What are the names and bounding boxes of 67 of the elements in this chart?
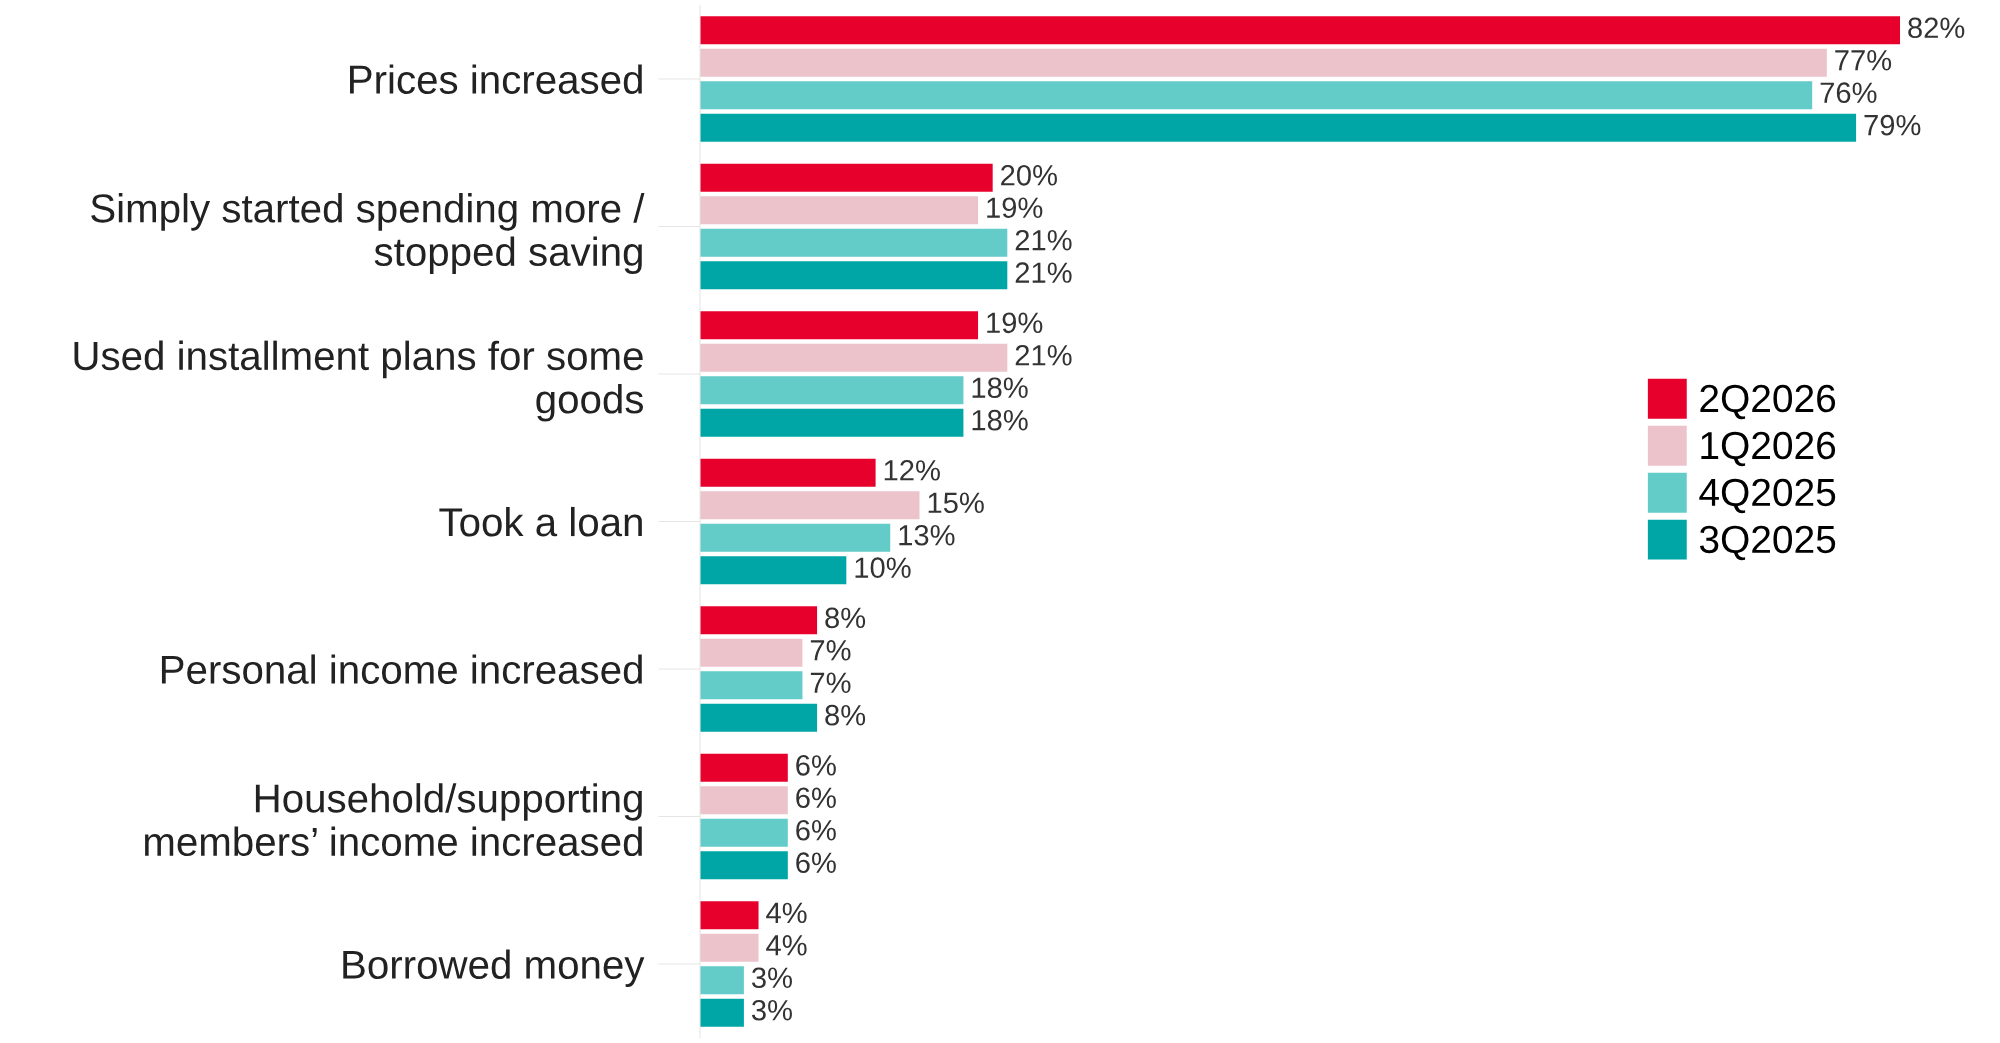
bar <box>700 16 1900 45</box>
y-tick-label: Used installment plans for some goods <box>74 340 643 422</box>
y-tick-label: Took a loan <box>439 506 642 537</box>
data-label: 6% <box>796 852 836 874</box>
data-label: 79% <box>1864 114 1921 136</box>
bar <box>700 933 759 962</box>
bar <box>700 786 788 815</box>
data-label: 15% <box>928 492 984 514</box>
bar <box>700 113 1857 142</box>
data-label: 13% <box>899 524 955 546</box>
bar <box>700 261 1008 290</box>
bar <box>700 851 788 880</box>
bar <box>700 998 744 1027</box>
bar <box>700 376 964 405</box>
data-label: 6% <box>796 755 836 776</box>
y-tick-label: Prices increased <box>350 64 642 94</box>
bar <box>700 163 993 192</box>
data-label: 4% <box>766 935 807 956</box>
bar <box>700 753 788 782</box>
data-label: 19% <box>987 312 1043 334</box>
y-tick-label: Simply started spending more / stopped saving <box>91 193 645 275</box>
bar <box>700 556 847 585</box>
bar <box>700 523 891 552</box>
bar <box>700 311 979 340</box>
bar <box>700 228 1008 257</box>
data-label: 3% <box>751 967 792 989</box>
bar <box>700 408 964 437</box>
data-label: 12% <box>884 460 940 481</box>
data-label: 6% <box>796 819 836 841</box>
data-label: 77% <box>1835 50 1892 71</box>
data-label: 8% <box>825 607 866 629</box>
bar <box>700 671 803 700</box>
bar <box>700 606 818 635</box>
data-label: 8% <box>825 704 866 726</box>
legend-label: 1Q2026 <box>1701 431 1836 467</box>
data-label: 21% <box>1015 262 1072 283</box>
bar <box>700 966 744 995</box>
bar <box>700 638 803 667</box>
data-label: 20% <box>1001 164 1057 186</box>
y-tick-label: Borrowed money <box>343 949 645 987</box>
bar <box>700 343 1008 372</box>
data-label: 3% <box>751 999 792 1021</box>
data-label: 19% <box>987 197 1043 219</box>
y-tick-label: Personal income increased <box>161 654 642 684</box>
bar <box>700 48 1827 77</box>
bar <box>700 901 759 930</box>
bar <box>700 196 979 225</box>
data-label: 82% <box>1908 17 1965 39</box>
data-label: 4% <box>766 902 807 924</box>
data-label: 18% <box>972 377 1028 399</box>
legend-label: 3Q2025 <box>1699 525 1836 561</box>
data-label: 21% <box>1015 344 1072 366</box>
data-label: 10% <box>855 557 911 579</box>
bar <box>700 458 876 487</box>
legend-label: 2Q2026 <box>1700 384 1836 420</box>
bar <box>700 703 818 732</box>
bar <box>700 81 1813 110</box>
y-tick-label: Household/supporting members’ income increased <box>144 783 642 857</box>
bar <box>700 818 788 847</box>
data-label: 76% <box>1820 82 1877 104</box>
data-label: 7% <box>810 640 851 661</box>
data-label: 18% <box>972 409 1028 431</box>
bar <box>700 491 920 520</box>
data-label: 6% <box>796 787 836 809</box>
legend-label: 4Q2025 <box>1699 478 1836 514</box>
data-label: 7% <box>810 672 851 693</box>
data-label: 21% <box>1015 229 1072 251</box>
